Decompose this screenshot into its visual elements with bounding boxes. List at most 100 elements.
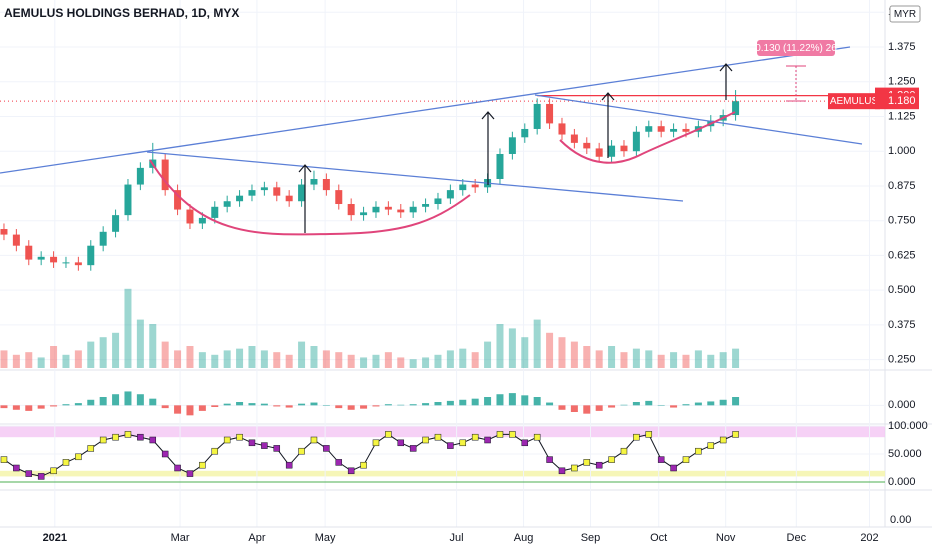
y-tick-label: 1.250 xyxy=(888,76,916,88)
volume-bar xyxy=(50,346,58,368)
oscillator-point xyxy=(62,459,70,466)
oscillator-point xyxy=(496,431,504,438)
candle-body xyxy=(657,126,665,132)
oscillator-point xyxy=(484,436,491,444)
oscillator-point xyxy=(50,467,57,475)
oscillator-point xyxy=(347,467,355,475)
volume-bar xyxy=(397,357,405,368)
y-tick-label: 0.00 xyxy=(890,514,911,526)
oscillator-point xyxy=(310,436,318,444)
macd-bar xyxy=(149,398,157,406)
candle-body xyxy=(397,209,405,213)
candle-body xyxy=(570,134,578,143)
candle-body xyxy=(37,256,45,260)
arrows xyxy=(298,63,733,233)
candle-body xyxy=(620,145,628,152)
oscillator-point xyxy=(360,461,367,469)
x-tick-label: Jul xyxy=(450,532,464,544)
candle-body xyxy=(546,103,554,124)
macd-bar xyxy=(12,405,20,410)
oscillator-point xyxy=(0,456,8,463)
cup-curve xyxy=(559,111,736,164)
oscillator-point xyxy=(571,464,578,472)
volume-bar xyxy=(372,354,380,368)
macd-bar xyxy=(360,405,368,409)
trendline xyxy=(0,46,851,174)
macd-bar xyxy=(707,401,715,406)
oscillator-point xyxy=(633,433,640,441)
candle-body xyxy=(161,159,169,191)
macd-bar xyxy=(161,405,169,409)
macd-bar xyxy=(186,405,194,416)
volume-bar xyxy=(558,337,566,368)
macd-bar xyxy=(0,405,8,409)
volume-bar xyxy=(198,352,206,368)
x-tick-label: May xyxy=(315,532,336,544)
candle-body xyxy=(521,128,529,138)
macd-bar xyxy=(384,404,392,406)
candle-body xyxy=(248,190,256,196)
oscillator-point xyxy=(595,461,603,469)
macd-bar xyxy=(682,404,690,406)
macd-bar xyxy=(459,399,467,406)
oscillator-point xyxy=(174,464,181,472)
candle-body xyxy=(508,137,516,154)
macd-bar xyxy=(310,402,318,406)
volume-bar xyxy=(99,337,107,368)
volume-bar xyxy=(322,350,330,368)
volume-bar xyxy=(521,337,529,368)
oscillator-point xyxy=(670,464,677,472)
candle-body xyxy=(322,178,330,191)
candle-body xyxy=(298,184,306,202)
candle-body xyxy=(496,153,504,179)
macd-bar xyxy=(136,394,144,406)
volume-bar xyxy=(12,354,20,368)
volume-bar xyxy=(347,354,355,368)
candle-body xyxy=(422,204,430,207)
candle-body xyxy=(25,245,33,260)
candle-body xyxy=(583,142,591,149)
x-tick-label: Apr xyxy=(248,532,265,544)
macd-bar xyxy=(285,405,293,408)
currency-box xyxy=(889,5,921,23)
volume-bar xyxy=(62,354,70,368)
candle-body xyxy=(670,128,678,132)
y-tick-label: 100.000 xyxy=(888,420,928,432)
last-price-box xyxy=(875,93,919,110)
macd-bar xyxy=(372,405,380,407)
candle-body xyxy=(285,195,293,202)
candle-body xyxy=(608,145,616,157)
y-tick-label: 0.250 xyxy=(888,354,916,366)
macd-bar xyxy=(521,395,529,406)
oscillator-point xyxy=(620,447,628,455)
candle-body xyxy=(347,204,355,216)
macd-bar xyxy=(112,394,120,406)
volume-bar xyxy=(236,348,244,368)
candle-body xyxy=(12,234,20,246)
candle-body xyxy=(236,195,244,202)
volume-bar xyxy=(174,350,182,368)
y-tick-label: 0.875 xyxy=(888,180,916,192)
macd-bar xyxy=(595,405,603,411)
oscillator-point xyxy=(223,436,231,444)
volume-bar xyxy=(707,354,715,368)
macd-bar xyxy=(87,399,95,406)
volume-bar xyxy=(335,352,343,368)
macd-bar xyxy=(632,402,640,406)
candle-body xyxy=(112,215,120,232)
y-tick-label: 1.000 xyxy=(888,145,916,157)
candle-body xyxy=(211,206,219,218)
y-tick-label: 1.125 xyxy=(888,110,916,122)
macd-bar xyxy=(657,405,665,406)
oscillator-point xyxy=(13,464,20,472)
macd-bar xyxy=(397,404,405,406)
x-tick-label: Dec xyxy=(787,532,807,544)
volume-bar xyxy=(632,348,640,368)
oscillator-point xyxy=(409,445,417,452)
macd-bar xyxy=(719,399,727,406)
volume-bar xyxy=(496,324,504,368)
oscillator-point xyxy=(447,442,454,449)
candle-body xyxy=(732,101,740,116)
oscillator-point xyxy=(149,436,157,444)
volume-bar xyxy=(124,288,132,368)
